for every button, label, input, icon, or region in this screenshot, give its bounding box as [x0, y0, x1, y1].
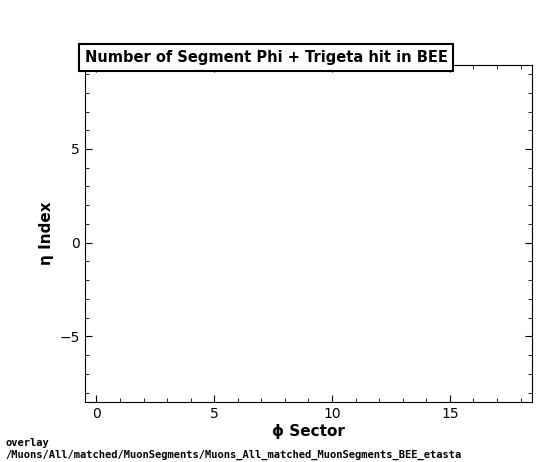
Y-axis label: η Index: η Index — [39, 201, 54, 265]
Text: overlay
/Muons/All/matched/MuonSegments/Muons_All_matched_MuonSegments_BEE_etast: overlay /Muons/All/matched/MuonSegments/… — [5, 438, 462, 460]
X-axis label: ϕ Sector: ϕ Sector — [272, 424, 345, 438]
Text: Number of Segment Phi + Trigeta hit in BEE: Number of Segment Phi + Trigeta hit in B… — [85, 50, 448, 65]
